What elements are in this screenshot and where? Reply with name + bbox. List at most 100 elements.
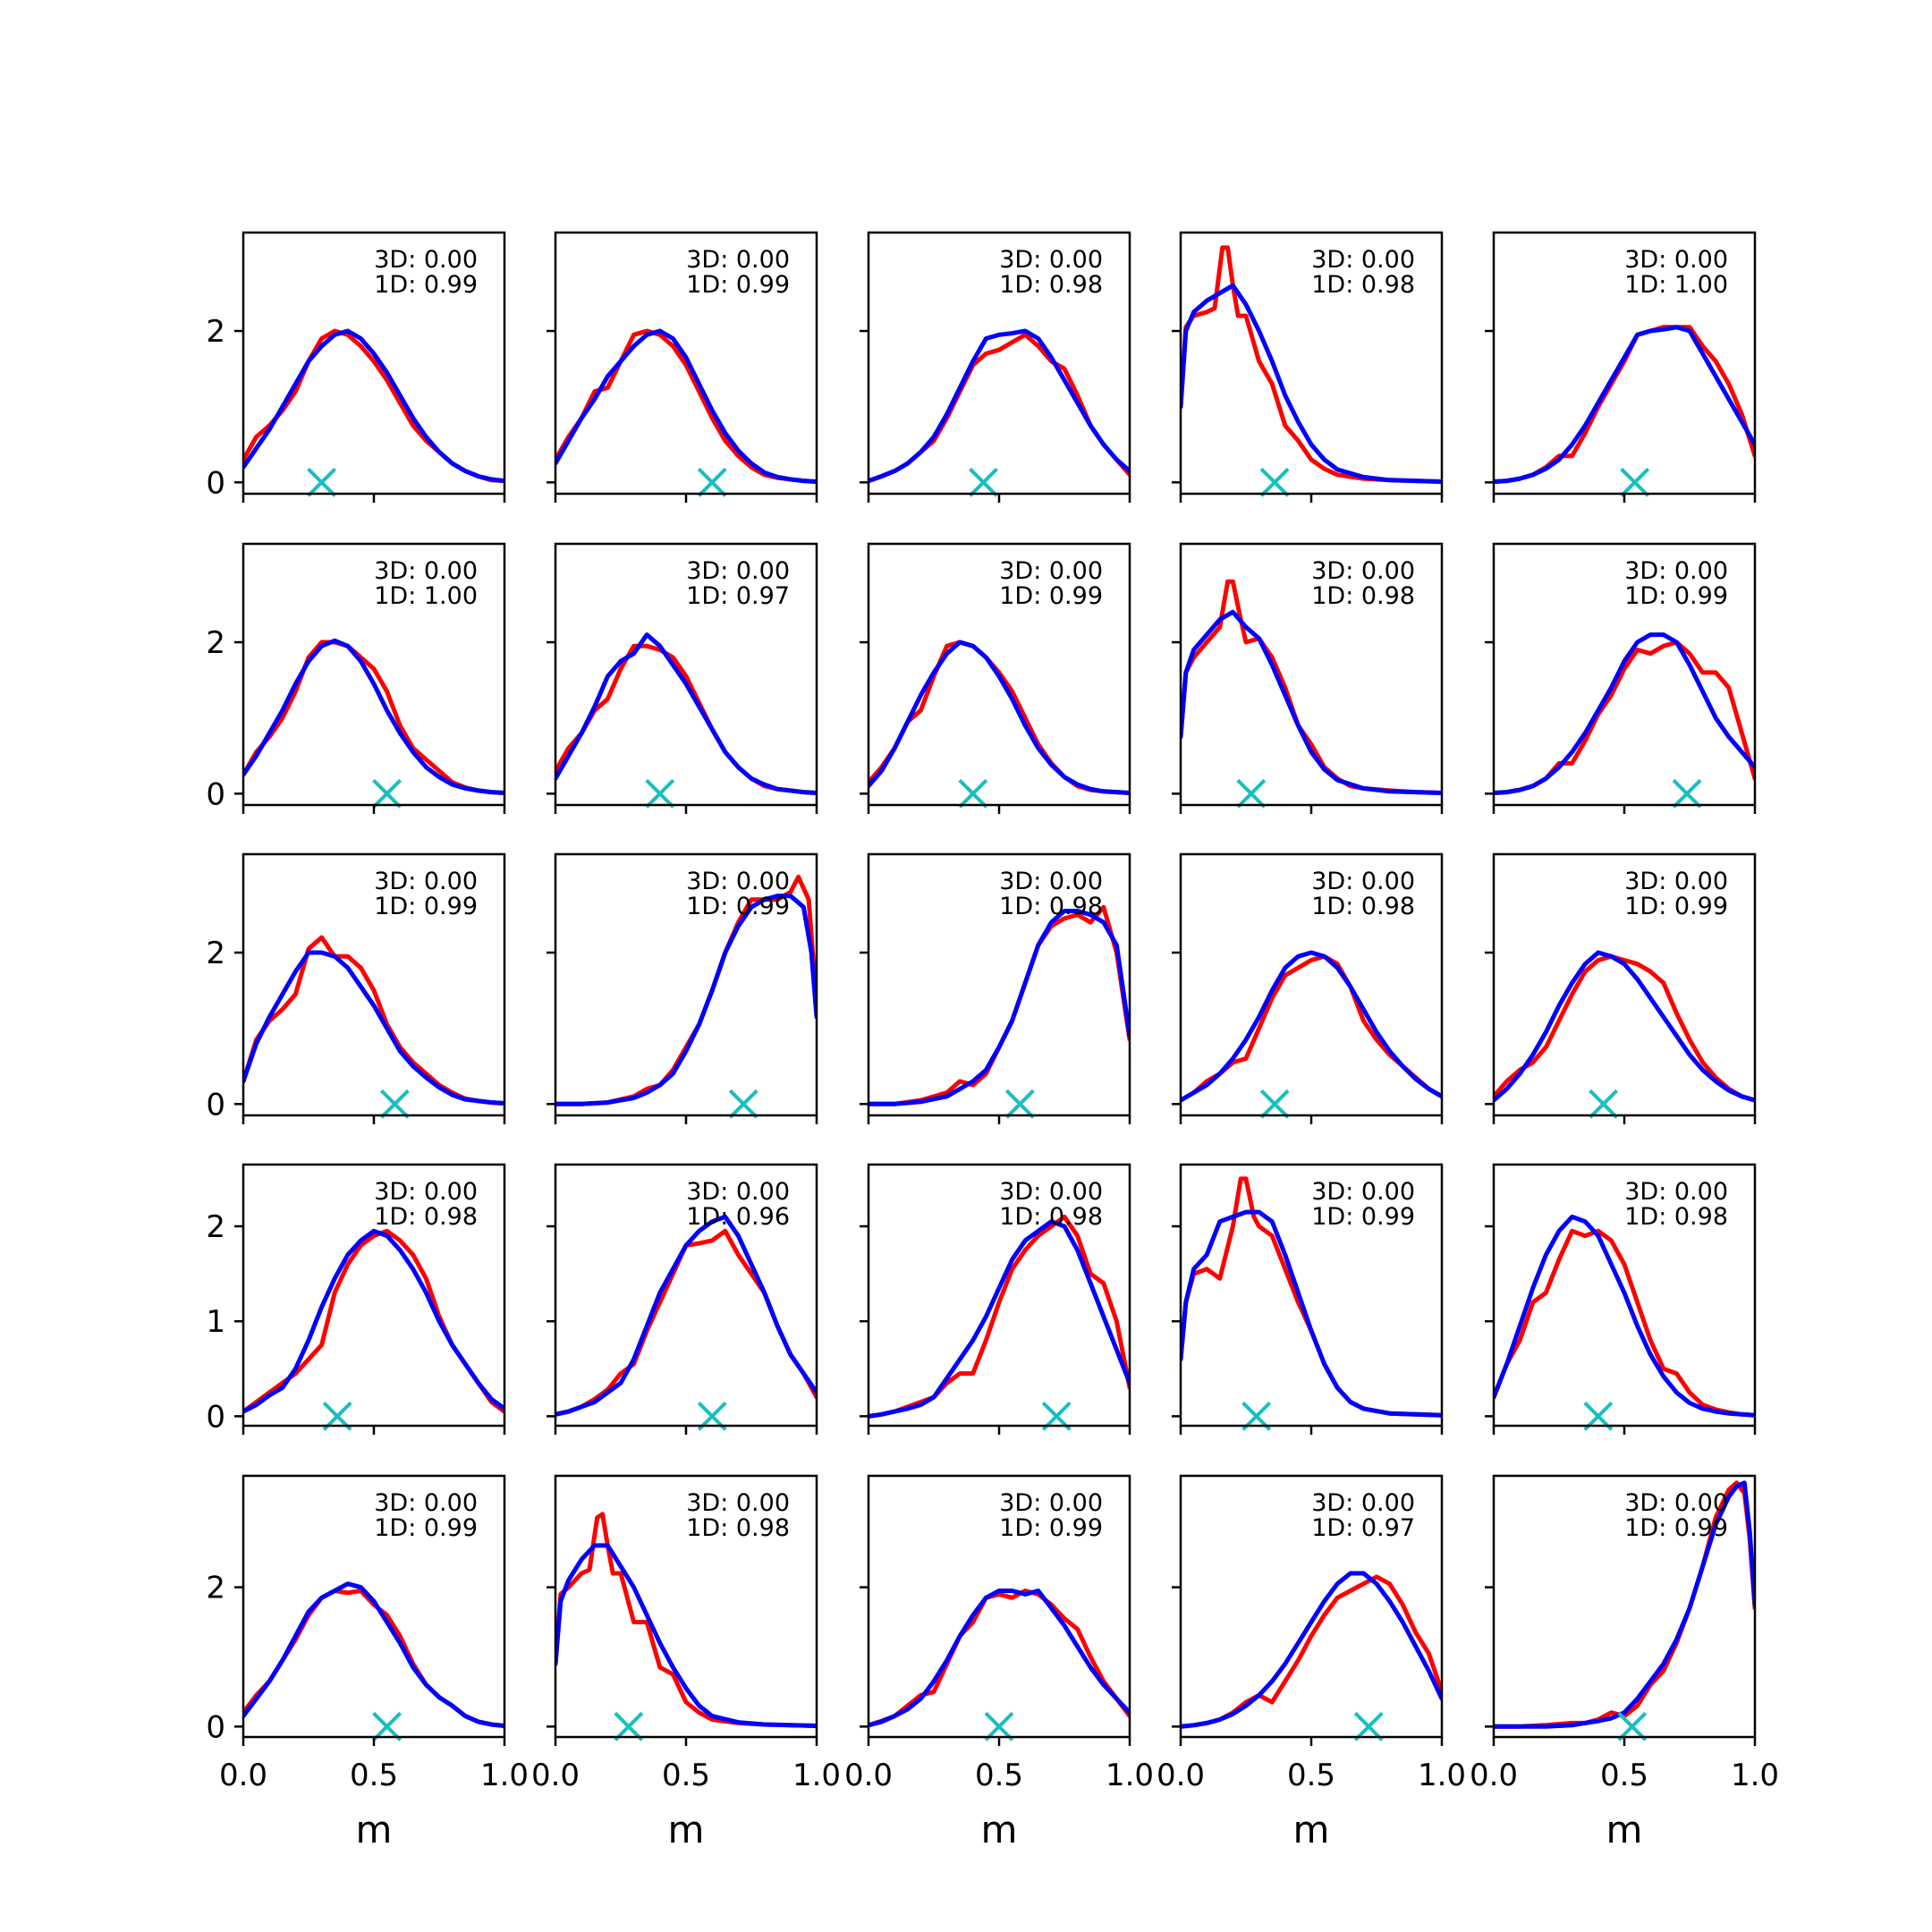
annotation-3d: 3D: 0.00	[1624, 1489, 1728, 1517]
blue-series-line	[555, 1543, 817, 1728]
x-axis-label: m	[668, 1808, 705, 1852]
annotation-1d: 1D: 0.98	[1311, 893, 1415, 920]
x-tick-label: 1.0	[1106, 1758, 1154, 1793]
blue-series-line	[555, 894, 817, 1106]
annotation-3d: 3D: 0.00	[999, 868, 1103, 895]
annotation-1d: 1D: 0.98	[1624, 1203, 1728, 1231]
annotation-3d: 3D: 0.00	[374, 557, 478, 585]
annotation-1d: 1D: 0.98	[686, 1514, 790, 1542]
marker-x	[1672, 778, 1702, 809]
annotation-3d: 3D: 0.00	[999, 557, 1103, 585]
annotation-3d: 3D: 0.00	[686, 557, 790, 585]
marker-x	[1620, 467, 1650, 497]
x-tick-label: 1.0	[1418, 1758, 1466, 1793]
x-tick-label: 0.0	[531, 1758, 580, 1793]
blue-series-line	[1181, 1209, 1442, 1418]
marker-x	[697, 467, 727, 497]
y-tick-label: 0	[206, 1399, 225, 1435]
annotation-3d: 3D: 0.00	[1311, 1489, 1415, 1517]
annotation-3d: 3D: 0.00	[686, 246, 790, 274]
annotation-1d: 1D: 0.98	[999, 1203, 1103, 1231]
annotation-3d: 3D: 0.00	[1624, 868, 1728, 895]
x-axis-label: m	[356, 1808, 393, 1852]
y-tick-label: 0	[206, 1087, 225, 1123]
blue-series-line	[1494, 325, 1755, 484]
y-tick-label: 0	[206, 776, 225, 812]
annotation-3d: 3D: 0.00	[1311, 868, 1415, 895]
annotation-1d: 1D: 0.99	[1624, 1514, 1728, 1542]
annotation-3d: 3D: 0.00	[999, 246, 1103, 274]
red-series-line	[869, 1214, 1130, 1419]
annotation-1d: 1D: 0.99	[374, 893, 478, 920]
x-tick-label: 0.5	[975, 1758, 1023, 1793]
blue-series-line	[1181, 1571, 1442, 1729]
annotation-3d: 3D: 0.00	[1624, 1178, 1728, 1206]
red-series-line	[1181, 953, 1442, 1103]
marker-x	[1589, 1089, 1619, 1119]
blue-series-line	[869, 640, 1130, 795]
annotation-1d: 1D: 0.98	[1311, 271, 1415, 299]
annotation-3d: 3D: 0.00	[686, 868, 790, 895]
marker-x	[379, 1089, 410, 1119]
blue-series-line	[243, 1228, 504, 1414]
annotation-1d: 1D: 0.99	[686, 893, 790, 920]
y-tick-label: 2	[206, 1571, 225, 1606]
blue-series-line	[1181, 283, 1442, 484]
marker-x	[1259, 1089, 1290, 1119]
blue-series-line	[243, 328, 504, 484]
x-tick-label: 0.0	[1157, 1758, 1205, 1793]
x-tick-label: 1.0	[480, 1758, 529, 1793]
annotation-1d: 1D: 1.00	[1624, 271, 1728, 299]
annotation-1d: 1D: 0.97	[1311, 1514, 1415, 1542]
marker-x	[1353, 1711, 1384, 1741]
red-series-line	[869, 904, 1130, 1106]
y-tick-label: 1	[206, 1304, 225, 1340]
blue-series-line	[869, 1219, 1130, 1419]
annotation-1d: 1D: 0.97	[686, 582, 790, 610]
x-tick-label: 0.0	[844, 1758, 893, 1793]
red-series-line	[1494, 325, 1755, 484]
y-tick-label: 0	[206, 1709, 225, 1745]
annotation-1d: 1D: 0.99	[374, 271, 478, 299]
blue-series-line	[869, 328, 1130, 484]
annotation-3d: 3D: 0.00	[686, 1178, 790, 1206]
x-axis-label: m	[1606, 1808, 1643, 1852]
annotation-1d: 1D: 0.99	[1311, 1203, 1415, 1231]
red-series-line	[1494, 953, 1755, 1103]
annotation-3d: 3D: 0.00	[374, 246, 478, 274]
blue-series-line	[1494, 1480, 1755, 1729]
marker-x	[1259, 467, 1290, 497]
annotation-3d: 3D: 0.00	[686, 1489, 790, 1517]
y-tick-label: 2	[206, 314, 225, 350]
marker-x	[969, 467, 998, 497]
annotation-1d: 1D: 0.99	[1624, 893, 1728, 920]
annotation-1d: 1D: 0.98	[999, 271, 1103, 299]
annotation-3d: 3D: 0.00	[1311, 1178, 1415, 1206]
annotation-1d: 1D: 0.96	[686, 1203, 790, 1231]
blue-series-line	[1494, 632, 1755, 795]
y-tick-label: 2	[206, 936, 225, 971]
y-tick-label: 0	[206, 465, 225, 501]
annotation-3d: 3D: 0.00	[1624, 246, 1728, 274]
annotation-3d: 3D: 0.00	[374, 868, 478, 895]
annotation-1d: 1D: 0.99	[374, 1514, 478, 1542]
red-series-line	[1181, 579, 1442, 795]
